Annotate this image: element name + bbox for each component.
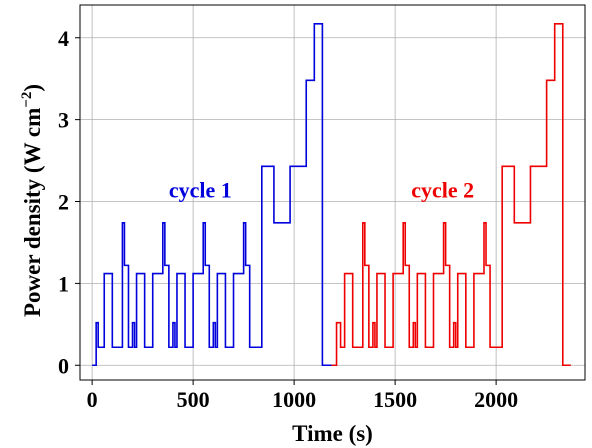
axis-ticks: 0 500 1000 1500 2000 0 1 2 3 4: [58, 26, 518, 412]
series-line-cycle-1: [92, 23, 332, 367]
series-group: [92, 23, 571, 367]
grid: [80, 5, 585, 380]
plot-frame: [79, 4, 586, 381]
x-tick-label-0: 0: [87, 387, 98, 412]
x-tick-label-1: 500: [177, 387, 210, 412]
x-tick-label-4: 2000: [474, 387, 518, 412]
annotation-cycle-2: cycle 2: [411, 177, 474, 202]
x-axis-label: Time (s): [292, 421, 373, 446]
y-tick-label-3: 3: [58, 108, 69, 133]
series-line-cycle-2: [331, 23, 571, 367]
x-tick-label-2: 1000: [272, 387, 316, 412]
annotations: cycle 1 cycle 2: [169, 177, 474, 202]
y-tick-label-2: 2: [58, 190, 69, 215]
y-tick-label-1: 1: [58, 271, 69, 296]
x-tick-label-3: 1500: [373, 387, 417, 412]
y-axis-label-superscript: −2: [19, 92, 35, 108]
annotation-cycle-1: cycle 1: [169, 177, 232, 202]
y-axis-label: Power density (W cm−2): [19, 84, 45, 317]
y-tick-label-4: 4: [58, 26, 69, 51]
y-axis-label-close: ): [20, 84, 45, 92]
y-tick-label-0: 0: [58, 353, 69, 378]
y-axis-label-main: Power density (W cm: [20, 108, 45, 317]
